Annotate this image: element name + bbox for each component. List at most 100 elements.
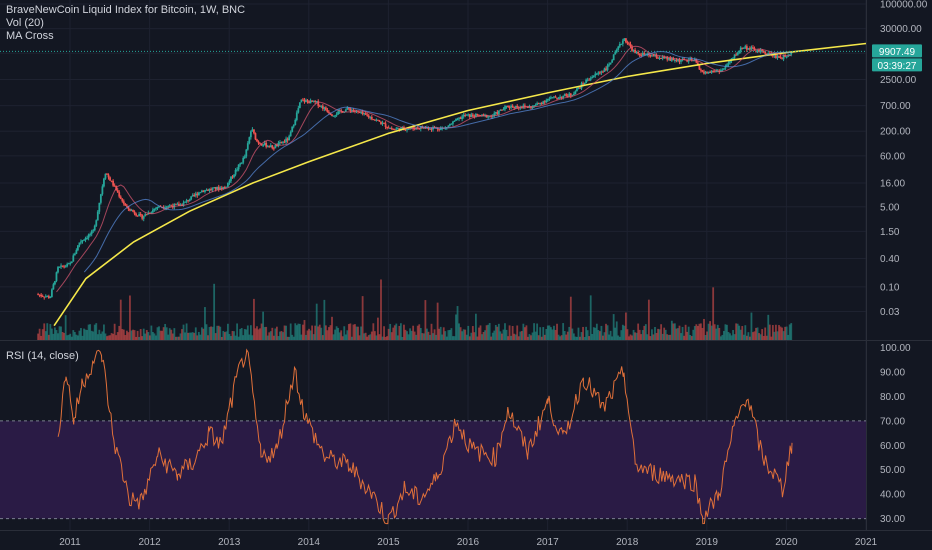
volume-indicator-label[interactable]: Vol (20): [6, 17, 44, 29]
candle-body: [649, 55, 652, 57]
volume-bar: [667, 335, 670, 340]
candle-body: [513, 107, 516, 109]
candle-body: [199, 192, 202, 194]
candle-body: [306, 100, 309, 102]
volume-bar: [329, 325, 332, 340]
candle-body: [625, 38, 627, 43]
candle-body: [736, 52, 739, 56]
candle-body: [712, 71, 715, 73]
volume-bar: [357, 326, 359, 340]
volume-bar: [511, 326, 514, 340]
candle-body: [139, 213, 142, 215]
volume-bar: [225, 331, 228, 340]
candle-body: [664, 57, 667, 59]
volume-bar: [442, 327, 445, 340]
candle-body: [384, 123, 387, 127]
candle-body: [373, 119, 376, 121]
volume-bar: [704, 334, 707, 340]
candle-body: [249, 131, 252, 138]
volume-bar: [600, 325, 603, 340]
candle-body: [106, 173, 108, 175]
volume-bar: [462, 329, 465, 340]
candle-body: [447, 125, 450, 128]
volume-bar: [309, 330, 312, 340]
volume-bar: [542, 327, 545, 340]
rsi-title[interactable]: RSI (14, close): [6, 350, 79, 362]
candle-body: [557, 98, 560, 100]
candle-body: [571, 95, 574, 97]
candle-body: [390, 128, 393, 130]
volume-bar: [265, 326, 268, 340]
candle-body: [57, 267, 59, 273]
volume-bar: [585, 326, 588, 340]
volume-bar: [320, 327, 323, 340]
candle-body: [738, 50, 741, 53]
candle-body: [761, 50, 764, 52]
volume-bar: [439, 326, 442, 340]
candle-body: [110, 180, 113, 182]
candle-body: [427, 127, 430, 130]
volume-bar: [776, 331, 779, 340]
volume-bar: [758, 333, 760, 340]
candle-body: [576, 88, 578, 92]
volume-bar: [646, 334, 649, 340]
volume-bar: [459, 327, 462, 340]
volume-bar: [706, 331, 708, 340]
candle-body: [156, 207, 159, 209]
chart-title[interactable]: BraveNewCoin Liquid Index for Bitcoin, 1…: [6, 4, 246, 16]
candle-body: [231, 176, 234, 178]
volume-bar: [458, 323, 460, 340]
volume-bar: [52, 333, 55, 340]
volume-bar: [262, 311, 265, 340]
volume-bar: [295, 325, 298, 340]
candle-body: [657, 57, 659, 59]
volume-bar: [312, 334, 315, 340]
candle-body: [202, 190, 205, 192]
volume-bar: [675, 328, 678, 340]
candle-body: [124, 203, 127, 206]
candle-body: [618, 43, 621, 47]
candle-body: [516, 105, 519, 108]
candle-body: [95, 220, 98, 226]
volume-bar: [355, 326, 358, 340]
volume-bar: [448, 329, 451, 340]
volume-bar: [150, 325, 153, 340]
candle-body: [494, 112, 497, 114]
volume-bar: [197, 331, 200, 340]
volume-bar: [58, 326, 61, 340]
candle-body: [739, 47, 742, 51]
volume-bar: [334, 329, 336, 340]
candle-body: [771, 55, 774, 57]
candle-body: [346, 107, 349, 110]
candle-body: [461, 116, 464, 119]
volume-bar: [372, 323, 375, 340]
volume-bar: [407, 334, 410, 340]
candle-body: [351, 110, 353, 112]
volume-bar: [673, 323, 676, 340]
ma-cross-indicator-label[interactable]: MA Cross: [6, 30, 54, 42]
volume-bar: [726, 324, 728, 340]
volume-bar: [775, 324, 777, 340]
volume-bar: [735, 323, 738, 340]
volume-bar: [384, 336, 387, 340]
candle-body: [520, 107, 523, 109]
candle-body: [785, 56, 788, 58]
candle-body: [672, 58, 675, 61]
volume-bar: [83, 328, 85, 340]
volume-bar: [649, 336, 652, 340]
volume-bar: [577, 327, 580, 340]
volume-bar: [272, 335, 275, 340]
candle-body: [556, 97, 558, 99]
candle-body: [689, 58, 692, 60]
candle-body: [670, 58, 673, 61]
candle-body: [588, 79, 591, 81]
volume-bar: [106, 336, 108, 340]
volume-bar: [782, 331, 785, 340]
volume-bar: [553, 325, 555, 340]
volume-bar: [378, 334, 381, 340]
volume-bar: [375, 335, 378, 340]
volume-bar: [637, 323, 640, 340]
volume-bar: [132, 329, 134, 340]
candle-body: [96, 211, 99, 221]
